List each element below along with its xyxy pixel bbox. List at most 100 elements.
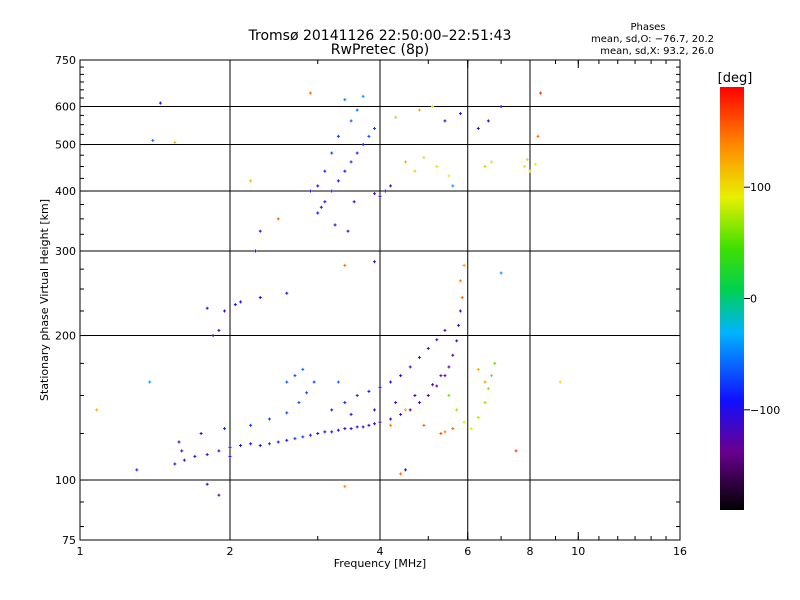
data-point xyxy=(337,134,339,138)
data-point xyxy=(404,408,406,412)
data-point xyxy=(250,423,252,427)
data-point xyxy=(379,385,381,389)
colorbar-tick-label: 0 xyxy=(750,293,757,306)
data-point xyxy=(302,367,304,371)
data-point xyxy=(456,408,458,412)
data-point xyxy=(537,134,539,138)
x-tick-label: 1 xyxy=(77,545,84,558)
data-point xyxy=(356,425,358,429)
data-point xyxy=(250,442,252,446)
data-point xyxy=(286,380,288,384)
data-point xyxy=(136,468,138,472)
data-point xyxy=(194,454,196,458)
data-point xyxy=(559,380,561,384)
data-point xyxy=(404,468,406,472)
data-point xyxy=(240,300,242,304)
data-point xyxy=(484,401,486,405)
data-point xyxy=(350,160,352,164)
data-point xyxy=(491,160,493,164)
data-point xyxy=(400,374,402,378)
data-point xyxy=(436,164,438,168)
data-point xyxy=(379,420,381,424)
data-point xyxy=(356,151,358,155)
data-point xyxy=(224,427,226,431)
data-point xyxy=(440,374,442,378)
data-point xyxy=(277,440,279,444)
data-point xyxy=(456,339,458,343)
data-point xyxy=(183,458,185,462)
data-point xyxy=(362,425,364,429)
data-point xyxy=(294,374,296,378)
y-tick-label: 100 xyxy=(55,474,76,487)
data-point xyxy=(374,126,376,130)
data-point xyxy=(526,158,528,162)
data-point xyxy=(390,380,392,384)
data-point xyxy=(286,291,288,295)
data-point xyxy=(178,440,180,444)
data-point xyxy=(414,169,416,173)
stats-line-o: mean, sd,O: −76.7, 20.2 xyxy=(591,34,714,45)
data-point xyxy=(427,394,429,398)
data-point xyxy=(477,367,479,371)
data-point xyxy=(374,408,376,412)
data-point xyxy=(324,169,326,173)
data-point xyxy=(368,134,370,138)
data-point xyxy=(368,389,370,393)
data-point xyxy=(418,355,420,359)
data-point xyxy=(414,394,416,398)
y-tick-label: 500 xyxy=(55,139,76,152)
data-point xyxy=(218,493,220,497)
data-point xyxy=(459,279,461,283)
data-point xyxy=(540,91,542,95)
data-point xyxy=(534,162,536,166)
data-point xyxy=(174,462,176,466)
chart-title: Tromsø 20141126 22:50:00–22:51:43 xyxy=(248,28,512,44)
scatter-points xyxy=(95,91,562,497)
y-tick-label: 200 xyxy=(55,330,76,343)
data-point xyxy=(404,160,406,164)
x-tick-label: 6 xyxy=(464,545,471,558)
data-point xyxy=(149,380,151,384)
data-point xyxy=(337,380,339,384)
data-point xyxy=(268,442,270,446)
data-point xyxy=(254,249,256,253)
data-point xyxy=(344,98,346,102)
data-point xyxy=(448,174,450,178)
data-point xyxy=(259,229,261,233)
data-point xyxy=(529,169,531,173)
data-point xyxy=(347,229,349,233)
colorbar-ticks: 100 0 −100 xyxy=(744,181,780,417)
data-point xyxy=(302,435,304,439)
data-point xyxy=(277,217,279,221)
data-point xyxy=(337,179,339,183)
data-point xyxy=(368,423,370,427)
data-point xyxy=(212,334,214,338)
x-tick-label: 8 xyxy=(527,545,534,558)
y-axis-ticks: 75 100 200 300 400 500 600 750 xyxy=(55,54,680,547)
data-point xyxy=(362,143,364,147)
data-point xyxy=(152,138,154,142)
data-point xyxy=(487,119,489,123)
data-point xyxy=(350,427,352,431)
data-point xyxy=(390,417,392,421)
data-point xyxy=(206,482,208,486)
data-point xyxy=(374,422,376,426)
data-point xyxy=(344,484,346,488)
data-point xyxy=(452,427,454,431)
data-point xyxy=(229,454,231,458)
data-point xyxy=(181,449,183,453)
data-point xyxy=(240,444,242,448)
data-point xyxy=(459,309,461,313)
y-tick-label: 75 xyxy=(62,534,76,547)
data-point xyxy=(374,192,376,196)
data-point xyxy=(206,453,208,457)
data-point xyxy=(379,194,381,198)
data-point xyxy=(459,112,461,116)
data-point xyxy=(432,383,434,387)
stats-line-x: mean, sd,X: 93.2, 26.0 xyxy=(600,46,714,57)
data-point xyxy=(206,306,208,310)
data-point xyxy=(484,380,486,384)
data-point xyxy=(159,101,161,105)
data-point xyxy=(395,115,397,119)
